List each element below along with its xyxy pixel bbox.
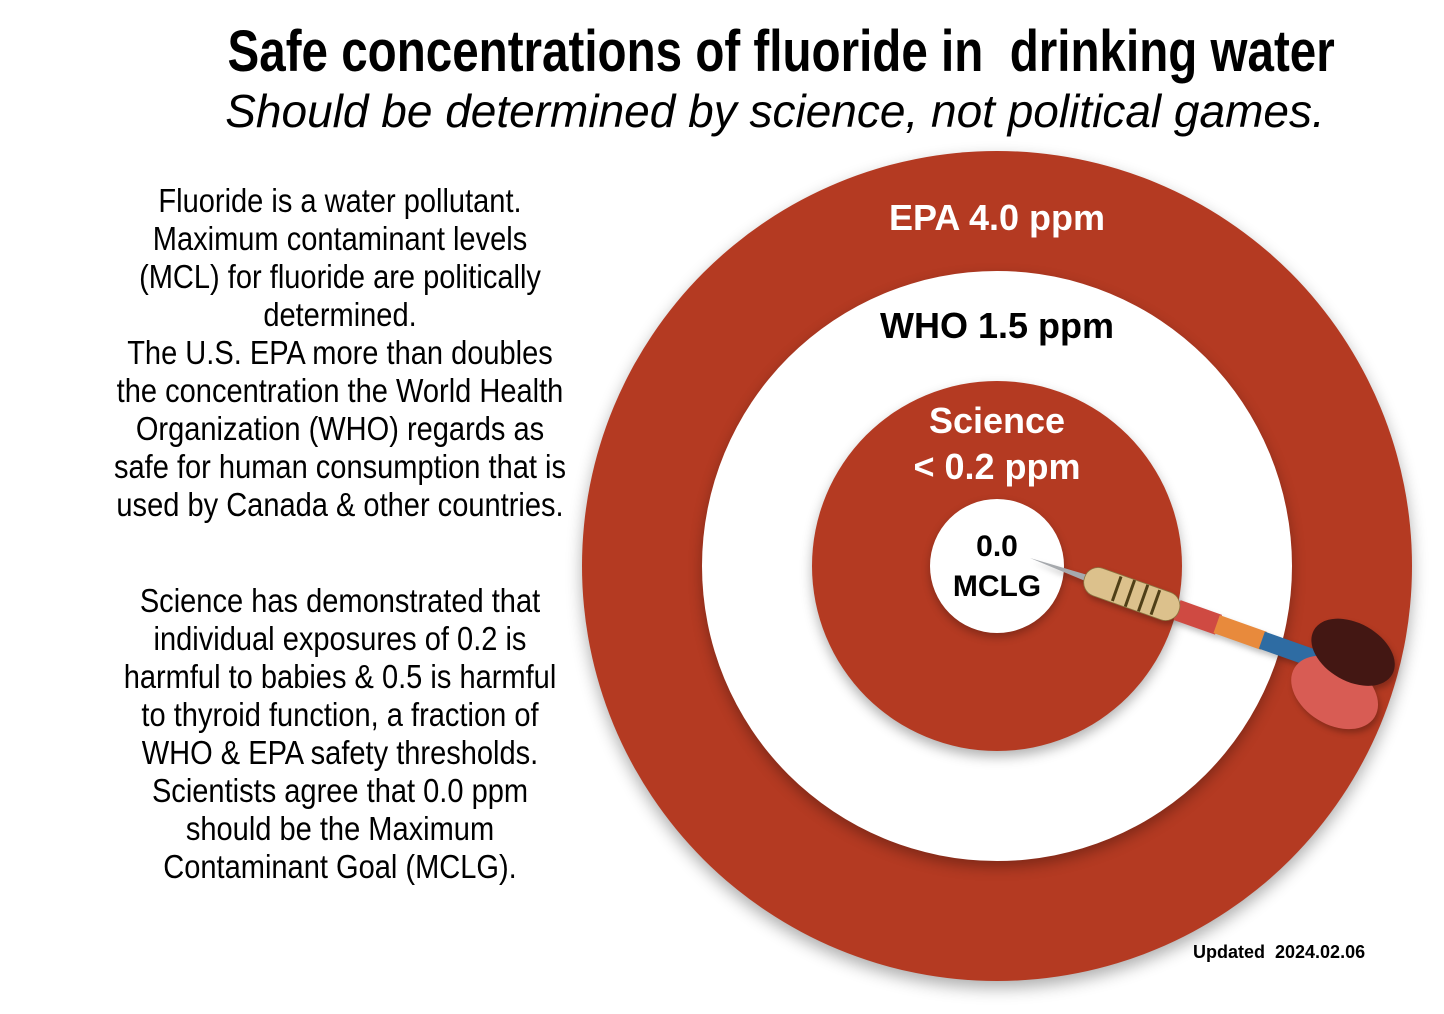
- ring-label-who: WHO 1.5 ppm: [879, 305, 1115, 346]
- dart-barrel: [1083, 567, 1181, 621]
- header: Safe concentrations of fluoride in drink…: [106, 19, 1444, 137]
- updated-date: Updated 2024.02.06: [1193, 942, 1366, 962]
- ring-label-epa: EPA 4.0 ppm: [888, 197, 1106, 238]
- body-text-column: Fluoride is a water pollutant. Maximum c…: [40, 182, 640, 886]
- page-title: Safe concentrations of fluoride in drink…: [227, 19, 1335, 84]
- ring-label-science: Science < 0.2 ppm: [913, 400, 1081, 487]
- dart-barrel-groove: [1137, 584, 1150, 612]
- dart-flight-dark-lobe: [1311, 618, 1395, 686]
- dart-needle: [1030, 558, 1092, 583]
- dart-shaft-orange-segment: [1213, 615, 1267, 650]
- ring-mclg-bullseye: [930, 499, 1064, 633]
- dart-shaft-red-segment: [1173, 600, 1223, 635]
- dart-icon: [1030, 558, 1395, 730]
- bullseye-target: EPA 4.0 ppm WHO 1.5 ppm Science < 0.2 pp…: [582, 151, 1412, 981]
- science-paragraph: Science has demonstrated that individual…: [123, 582, 557, 885]
- page-subtitle: Should be determined by science, not pol…: [225, 85, 1325, 137]
- intro-paragraph: Fluoride is a water pollutant. Maximum c…: [114, 182, 566, 523]
- dart-barrel-groove: [1123, 579, 1137, 608]
- dart-barrel-groove: [1149, 589, 1162, 616]
- dart-shaft-blue-segment: [1258, 631, 1320, 668]
- ring-label-mclg: 0.0 MCLG: [952, 530, 1042, 603]
- dart-barrel-groove: [1110, 575, 1123, 602]
